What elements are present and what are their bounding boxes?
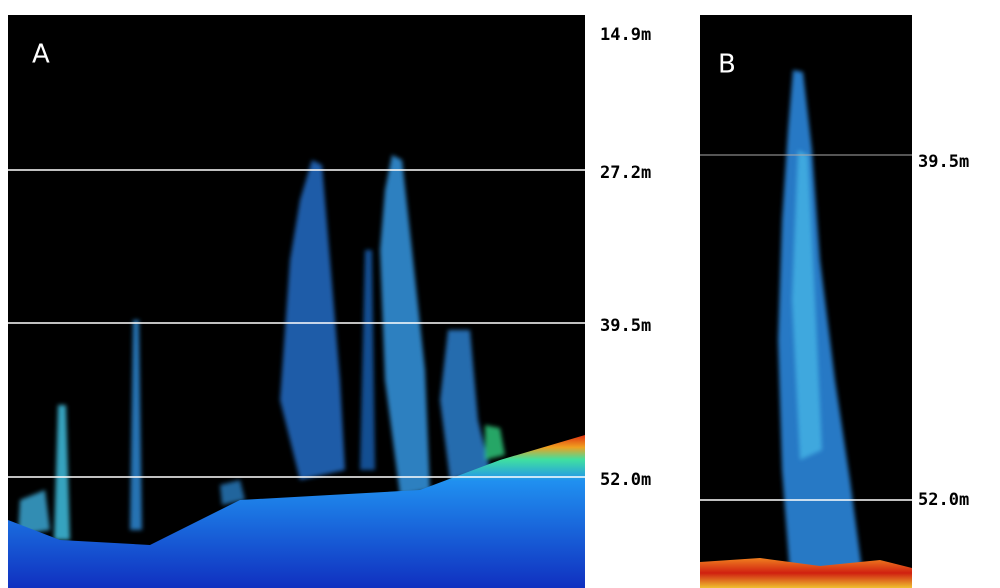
panel-label: A [32, 40, 50, 70]
depth-label: 39.5m [918, 152, 969, 172]
panel-label: B [718, 50, 736, 80]
depth-label: 14.9m [600, 25, 651, 45]
depth-label: 39.5m [600, 316, 651, 336]
panel-b: B [700, 15, 912, 588]
echogram-screen: A 14.9m 27.2m 39.5m 52.0m B 39.5m 52.0m [0, 0, 1000, 588]
depth-label: 52.0m [600, 470, 651, 490]
panel-a: A [8, 15, 585, 588]
depth-label: 52.0m [918, 490, 969, 510]
depth-label: 27.2m [600, 163, 651, 183]
